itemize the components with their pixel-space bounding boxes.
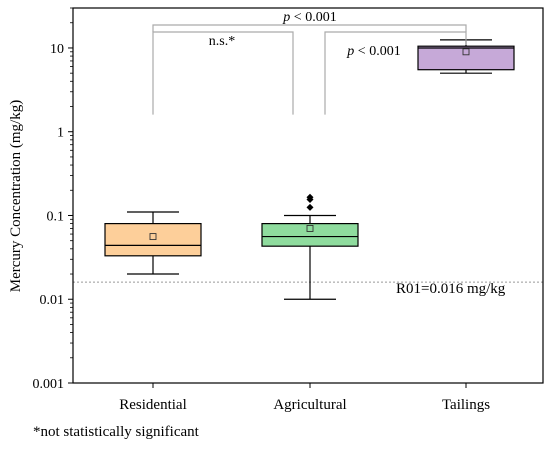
box-iqr <box>417 45 515 71</box>
x-tick-label: Agricultural <box>273 397 346 413</box>
y-tick-label: 10 <box>50 42 64 57</box>
y-tick-label: 0.1 <box>47 209 65 224</box>
significance-label: p < 0.001 <box>346 44 400 59</box>
mean-marker <box>462 48 470 56</box>
significance-label-text: n.s.* <box>209 34 235 49</box>
significance-bracket <box>324 31 467 115</box>
box-iqr <box>261 222 359 247</box>
significance-bracket <box>152 31 294 115</box>
significance-label-italic: p <box>282 10 290 25</box>
reference-line-label: R01=0.016 mg/kg <box>396 281 506 297</box>
significance-label-text: < 0.001 <box>290 10 336 25</box>
y-tick-label: 0.01 <box>40 293 65 308</box>
footnote: *not statistically significant <box>33 424 199 440</box>
x-tick-label: Residential <box>119 397 187 413</box>
y-axis-label: Mercury Concentration (mg/kg) <box>8 100 24 292</box>
y-tick-label: 1 <box>57 126 64 141</box>
outlier-point <box>306 193 314 201</box>
mean-marker <box>306 225 314 232</box>
outlier-point <box>306 203 314 211</box>
significance-label-italic: p <box>346 44 354 59</box>
y-tick-label: 0.001 <box>33 377 65 392</box>
significance-label: p < 0.001 <box>282 10 336 25</box>
mean-marker <box>149 233 157 241</box>
significance-label: n.s.* <box>209 34 235 49</box>
significance-label-text: < 0.001 <box>354 44 400 59</box>
x-tick-label: Tailings <box>442 397 490 413</box>
plot-frame <box>72 7 544 384</box>
significance-bracket <box>152 24 467 32</box>
